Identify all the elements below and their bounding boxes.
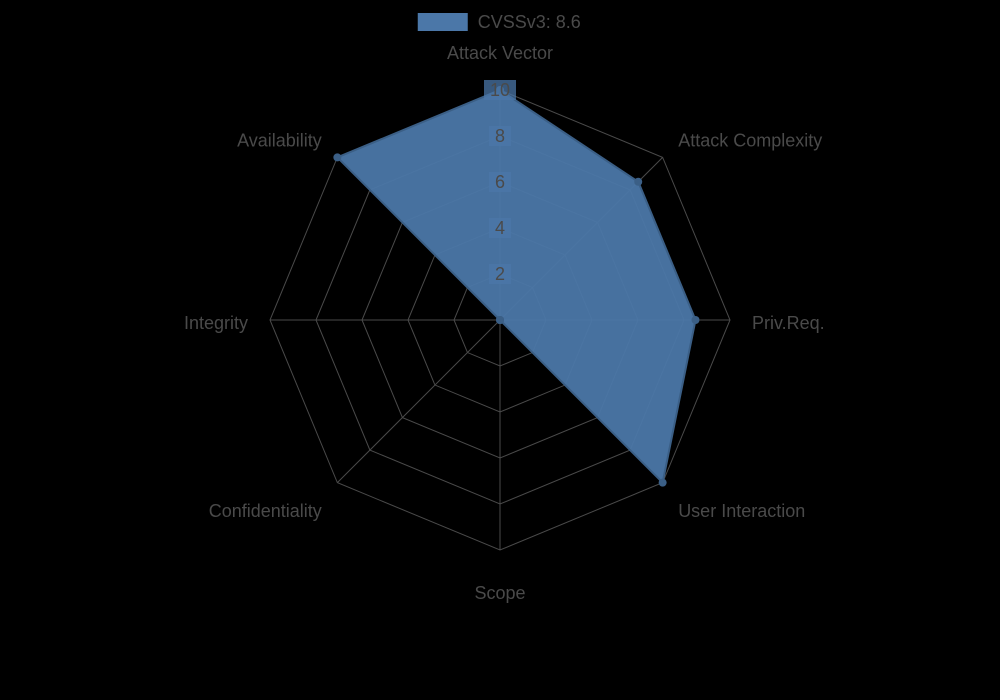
data-marker (496, 316, 504, 324)
data-marker (333, 153, 341, 161)
axis-label: Attack Vector (447, 43, 553, 63)
axis-label: Integrity (184, 313, 248, 333)
tick-label: 6 (495, 172, 505, 192)
legend-swatch (418, 13, 468, 31)
data-marker (659, 479, 667, 487)
tick-label: 4 (495, 218, 505, 238)
axis-label: Scope (474, 583, 525, 603)
axis-label: Confidentiality (209, 501, 322, 521)
legend-label: CVSSv3: 8.6 (478, 12, 581, 32)
legend: CVSSv3: 8.6 (418, 12, 581, 32)
tick-label: 8 (495, 126, 505, 146)
axis-label: User Interaction (678, 501, 805, 521)
cvss-radar-chart: 2 4 6 8 10 Attack Vector Attack Complexity Priv… (0, 0, 1000, 700)
axis-label: Priv.Req. (752, 313, 825, 333)
tick-label: 2 (495, 264, 505, 284)
axis-label: Attack Complexity (678, 131, 822, 151)
data-marker (634, 178, 642, 186)
data-marker (692, 316, 700, 324)
tick-label: 10 (490, 80, 510, 100)
axis-label: Availability (237, 131, 322, 151)
